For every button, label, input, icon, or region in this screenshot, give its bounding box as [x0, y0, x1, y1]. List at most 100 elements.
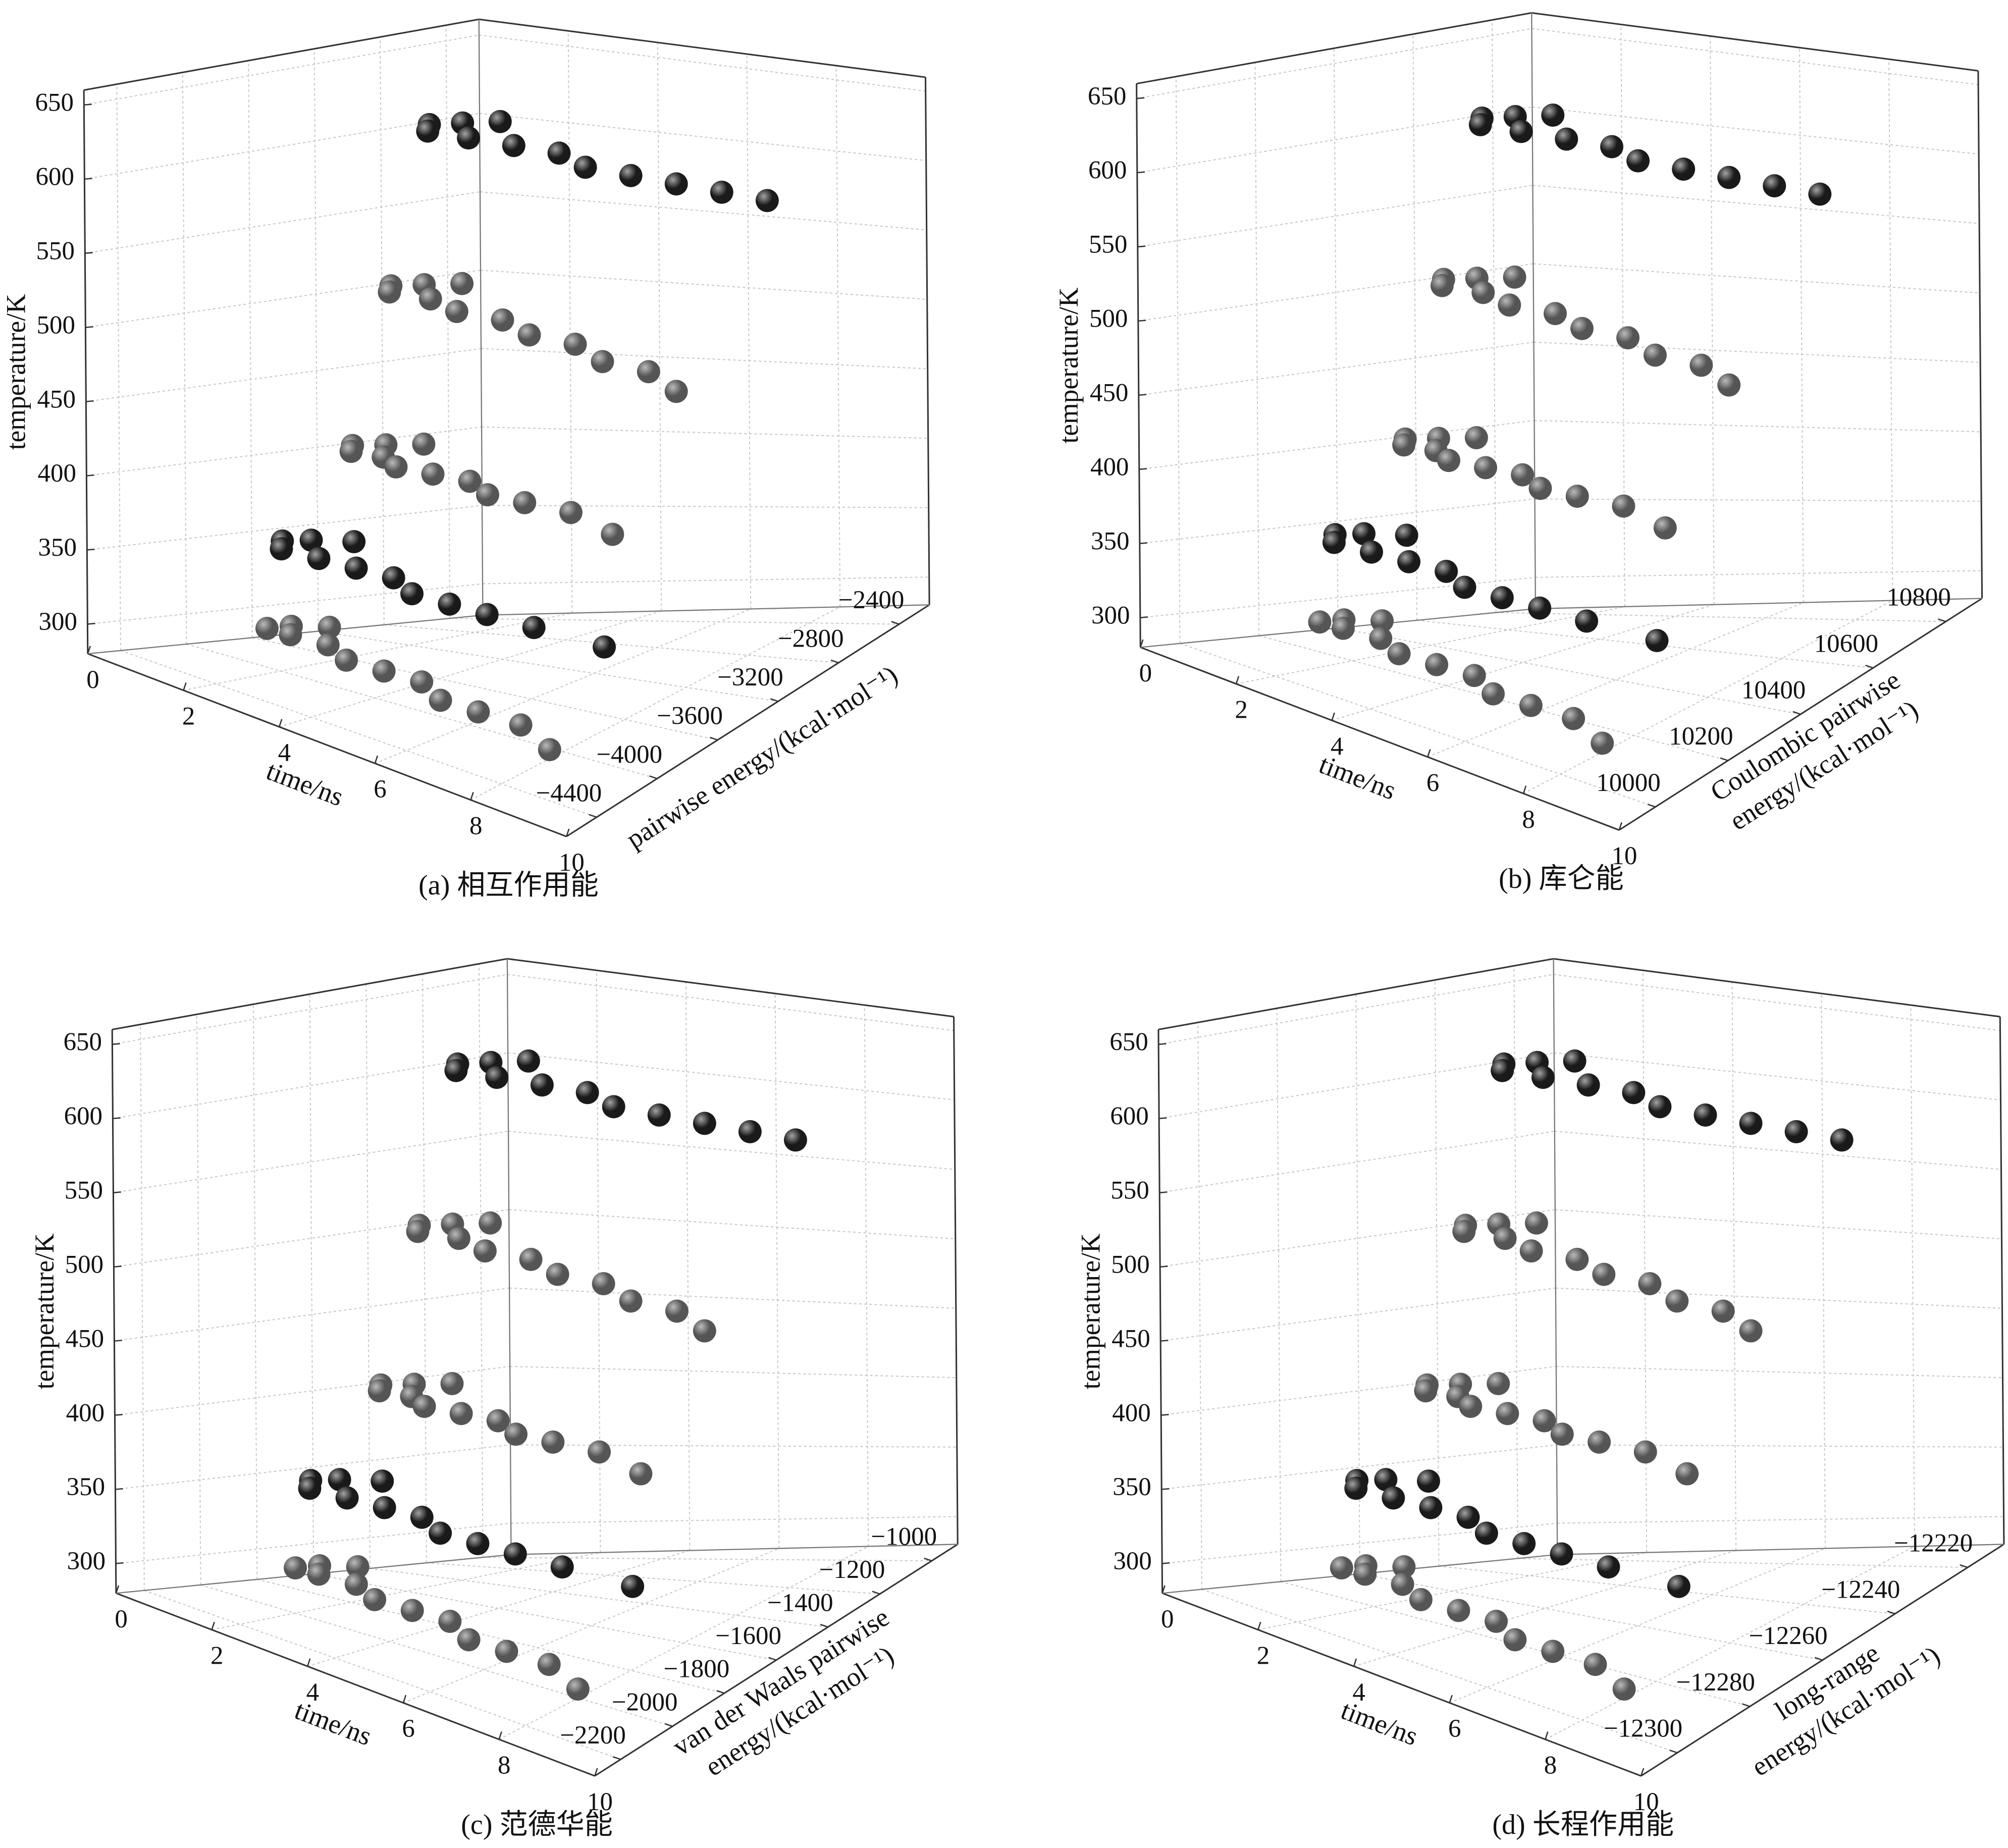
data-point	[1711, 1299, 1735, 1323]
data-point	[1474, 1521, 1498, 1545]
tick-mark	[114, 1340, 122, 1342]
box-edge	[1158, 958, 1554, 1031]
data-point	[602, 1095, 625, 1119]
tick-mark	[768, 1657, 777, 1661]
data-point	[566, 1677, 590, 1701]
box-edge	[511, 1544, 958, 1555]
data-point	[1570, 316, 1594, 340]
data-point	[1370, 609, 1394, 632]
grid-line	[86, 426, 482, 477]
tick-mark	[1887, 1610, 1895, 1615]
y-tick-label: −2800	[778, 624, 844, 653]
x-tick-label: 0	[86, 666, 99, 694]
data-point	[629, 1462, 653, 1486]
data-point	[400, 1599, 424, 1622]
data-point	[1509, 120, 1533, 143]
data-point	[755, 189, 779, 213]
data-point	[546, 1262, 569, 1286]
grid-line	[1531, 28, 1979, 85]
grid-line	[1417, 619, 1873, 669]
grid-line	[1276, 1008, 1282, 1582]
data-point	[270, 537, 293, 561]
axis-line	[87, 653, 567, 837]
tick-mark	[1449, 1695, 1453, 1703]
data-point	[466, 1532, 490, 1555]
grid-line	[450, 617, 900, 625]
grid-line	[1535, 498, 1982, 502]
grid-line	[479, 113, 926, 162]
tick-mark	[1618, 822, 1622, 830]
grid-line	[1439, 1565, 1895, 1615]
data-point	[509, 713, 533, 737]
grid-line	[1555, 1287, 2002, 1309]
x-tick-label: 6	[1426, 769, 1439, 797]
grid-line	[1533, 263, 1980, 294]
data-point	[1344, 1476, 1368, 1500]
y-tick-label: −2400	[838, 586, 905, 614]
data-point	[1633, 1440, 1657, 1464]
data-point	[346, 1555, 369, 1578]
data-point	[1653, 516, 1677, 540]
grid-line	[1557, 1516, 2004, 1524]
tick-mark	[1427, 749, 1431, 757]
grid-line	[87, 505, 483, 551]
axis-line	[83, 90, 89, 654]
data-point	[637, 360, 660, 384]
data-point	[1462, 664, 1486, 688]
data-point	[1498, 293, 1521, 317]
caption: (c) 范德华能	[461, 1809, 613, 1840]
box-edge	[924, 77, 930, 605]
z-tick-label: 650	[64, 1028, 102, 1057]
data-point	[502, 134, 525, 157]
data-point	[1591, 731, 1614, 755]
data-point	[1600, 135, 1623, 159]
grid-line	[470, 606, 840, 801]
tick-mark	[183, 682, 187, 691]
data-point	[307, 1562, 331, 1586]
tick-mark	[649, 775, 658, 779]
x-axis-title: time/ns	[1315, 749, 1400, 805]
data-point	[412, 1395, 436, 1418]
data-point	[400, 582, 424, 606]
grid-line	[835, 66, 841, 607]
z-tick-label: 400	[1090, 453, 1129, 481]
grid-line	[1821, 993, 1826, 1549]
tick-mark	[1647, 804, 1656, 808]
axis-line	[111, 1029, 117, 1594]
data-point	[1541, 103, 1565, 127]
z-tick-label: 650	[35, 89, 74, 117]
grid-line	[1553, 974, 2000, 1031]
data-point	[1519, 694, 1543, 717]
data-point	[1485, 1610, 1508, 1633]
tick-mark	[1669, 1750, 1678, 1754]
grid-line	[144, 1590, 621, 1760]
grid-line	[84, 34, 480, 105]
grid-line	[1710, 36, 1715, 605]
y-tick-label: −4400	[536, 779, 602, 807]
y-tick-label: 10800	[1886, 584, 1950, 612]
grid-line	[115, 1365, 510, 1416]
data-point	[1622, 1081, 1646, 1104]
data-point	[457, 126, 481, 150]
tick-mark	[830, 659, 839, 664]
data-point	[1392, 1555, 1416, 1578]
box-edge	[483, 604, 930, 616]
data-point	[1588, 1430, 1611, 1454]
grid-line	[1359, 1573, 1823, 1661]
tick-mark	[86, 474, 94, 477]
data-point	[1382, 1486, 1405, 1510]
data-point	[299, 529, 323, 552]
data-point	[591, 350, 614, 374]
axis-line	[566, 604, 930, 837]
data-point	[503, 1542, 527, 1566]
grid-line	[479, 34, 926, 92]
data-point	[476, 483, 499, 507]
data-point	[1528, 477, 1552, 500]
x-tick-label: 8	[469, 812, 482, 840]
tick-mark	[710, 736, 718, 741]
data-point	[1511, 463, 1535, 487]
grid-line	[112, 974, 508, 1045]
tick-mark	[113, 1117, 121, 1120]
z-tick-label: 350	[1091, 527, 1129, 555]
